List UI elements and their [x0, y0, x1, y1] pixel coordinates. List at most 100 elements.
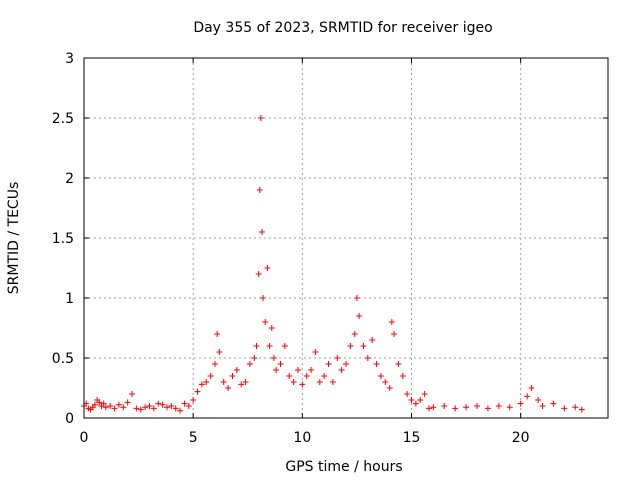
data-point — [369, 337, 376, 343]
data-point — [535, 397, 542, 403]
data-point — [290, 379, 297, 385]
data-point — [495, 403, 502, 409]
data-point — [524, 393, 531, 400]
data-point — [177, 407, 184, 414]
ticks: 0 0.5 1 1.5 2 2.5 3 0 5 10 15 20 — [52, 51, 608, 446]
data-point — [124, 399, 131, 406]
data-point — [364, 355, 371, 361]
x-tick-label: 10 — [293, 430, 311, 446]
data-point — [190, 397, 197, 403]
data-point — [294, 367, 301, 373]
chart-title: Day 355 of 2023, SRMTID for receiver ige… — [193, 20, 492, 36]
data-point — [212, 361, 218, 367]
data-point — [386, 385, 393, 391]
data-point — [270, 355, 277, 361]
data-point — [316, 379, 323, 385]
data-point — [430, 404, 437, 411]
data-point — [238, 381, 245, 388]
x-tick-label: 5 — [189, 430, 198, 446]
data-point — [273, 367, 280, 373]
data-point — [329, 379, 336, 385]
data-point — [107, 403, 114, 409]
data-point — [146, 403, 153, 409]
data-point — [266, 343, 273, 349]
data-point — [321, 373, 328, 379]
data-point — [351, 331, 358, 337]
data-point — [216, 349, 223, 355]
y-tick-label: 2.5 — [52, 111, 74, 127]
data-point — [572, 404, 579, 411]
data-point — [150, 405, 157, 412]
data-point — [441, 403, 448, 409]
data-point — [155, 400, 162, 407]
data-point — [120, 404, 127, 411]
data-point — [181, 400, 188, 407]
data-point — [539, 403, 546, 409]
data-point — [452, 405, 459, 412]
grid — [84, 58, 608, 418]
data-point — [550, 400, 557, 407]
data-point — [172, 405, 179, 412]
y-tick-label: 3 — [65, 51, 74, 67]
data-point — [159, 401, 166, 408]
data-point — [242, 379, 249, 385]
data-point — [391, 331, 398, 337]
data-point — [268, 325, 275, 331]
data-point — [257, 115, 264, 121]
data-point — [373, 361, 380, 367]
data-point — [425, 405, 432, 412]
data-point — [286, 373, 293, 379]
data-point — [421, 391, 428, 397]
data-points — [81, 115, 585, 414]
data-point — [299, 381, 306, 388]
data-point — [220, 379, 227, 385]
data-point — [334, 355, 341, 361]
data-point — [388, 319, 395, 325]
data-point — [338, 367, 345, 373]
data-point — [163, 404, 170, 411]
data-point — [233, 367, 240, 373]
y-tick-label: 0 — [65, 411, 74, 427]
data-point — [281, 343, 288, 349]
data-point — [484, 405, 491, 412]
data-point — [207, 373, 214, 379]
data-point — [225, 385, 232, 391]
data-point — [262, 319, 269, 325]
data-point — [214, 331, 221, 337]
data-point — [325, 361, 332, 367]
data-point — [360, 343, 367, 349]
data-point — [356, 313, 363, 319]
data-point — [253, 343, 260, 349]
data-point — [185, 403, 192, 409]
data-point — [561, 405, 568, 412]
data-point — [312, 349, 319, 355]
data-point — [115, 401, 122, 408]
data-point — [102, 404, 109, 411]
data-point — [404, 391, 411, 397]
data-point — [251, 355, 258, 361]
data-point — [203, 379, 210, 385]
data-point — [91, 401, 98, 408]
y-tick-label: 1 — [65, 291, 74, 307]
data-point — [229, 373, 236, 379]
data-point — [137, 406, 144, 413]
data-point — [111, 405, 118, 412]
data-point — [194, 388, 201, 395]
data-point — [377, 373, 384, 379]
x-axis-label: GPS time / hours — [285, 459, 402, 475]
y-axis-label: SRMTID / TECUs — [6, 182, 22, 295]
data-point — [382, 379, 389, 385]
data-point — [96, 399, 103, 406]
data-point — [129, 391, 136, 397]
data-point — [142, 404, 149, 411]
data-point — [133, 405, 140, 412]
data-point — [255, 271, 262, 277]
data-point — [517, 400, 524, 407]
y-tick-label: 0.5 — [52, 351, 74, 367]
data-point — [417, 397, 424, 403]
data-point — [258, 229, 265, 235]
data-point — [256, 187, 263, 193]
x-tick-label: 20 — [512, 430, 530, 446]
data-point — [528, 385, 535, 391]
